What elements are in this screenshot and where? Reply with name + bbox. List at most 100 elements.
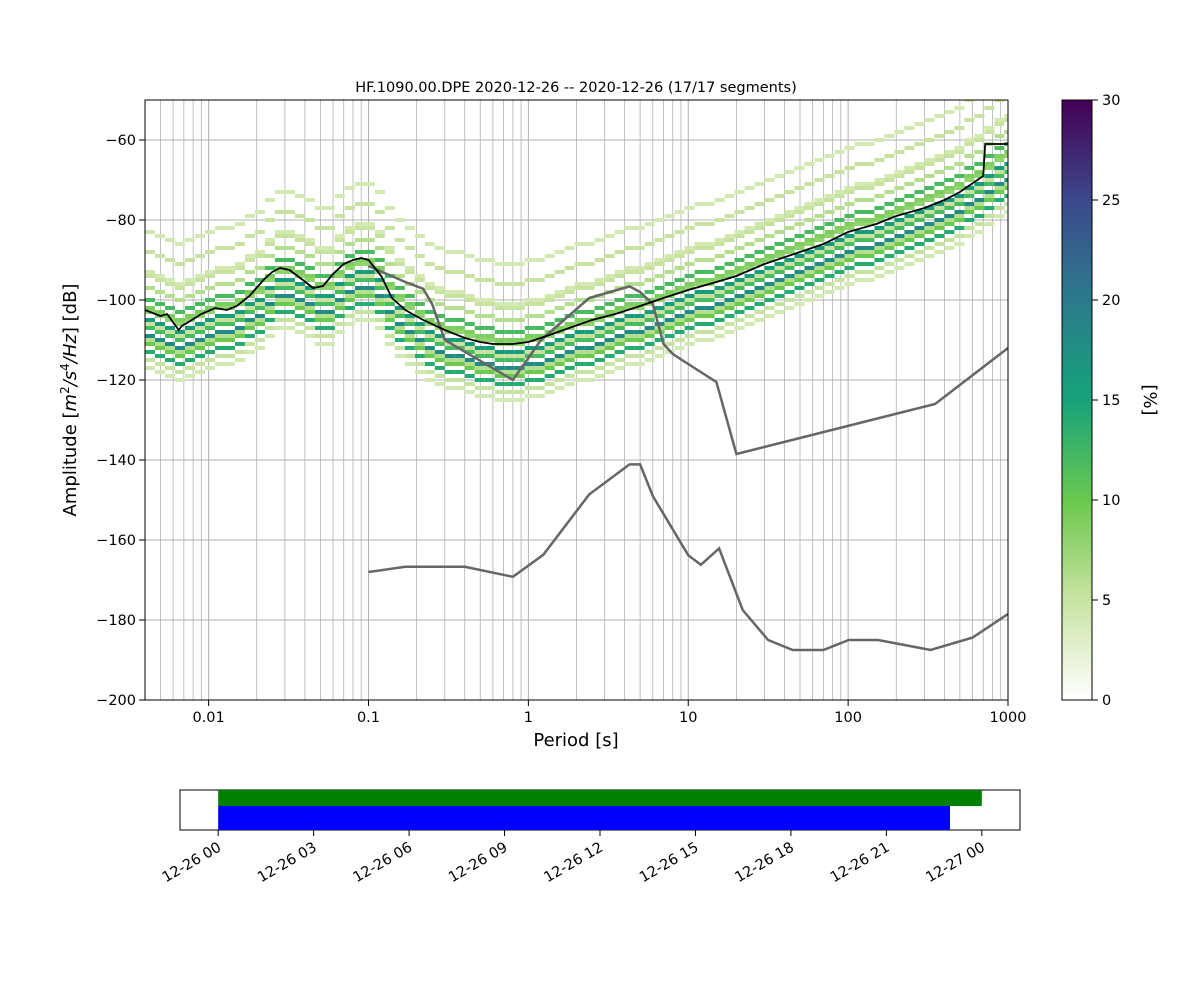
psd-cell <box>514 306 525 310</box>
psd-cell <box>174 322 185 326</box>
psd-cell <box>774 230 785 234</box>
psd-cell <box>784 238 795 242</box>
psd-cell <box>964 206 975 210</box>
psd-cell <box>424 350 435 354</box>
psd-cell <box>424 242 435 246</box>
psd-cell <box>494 318 505 322</box>
psd-cell <box>224 318 235 322</box>
psd-cell <box>954 174 965 178</box>
psd-cell <box>574 354 585 358</box>
psd-cell <box>224 354 235 358</box>
psd-cell <box>394 238 405 242</box>
psd-cell <box>594 350 605 354</box>
psd-cell <box>864 210 875 214</box>
psd-cell <box>844 226 855 230</box>
psd-cell <box>844 222 855 226</box>
psd-cell <box>244 254 255 258</box>
psd-cell <box>764 198 775 202</box>
psd-cell <box>974 162 985 166</box>
psd-cell <box>1004 178 1008 182</box>
psd-cell <box>524 370 535 374</box>
psd-cell <box>404 226 415 230</box>
psd-cell <box>944 186 955 190</box>
psd-cell <box>584 282 595 286</box>
psd-cell <box>734 278 745 282</box>
y-axis-label-m: m <box>60 394 81 412</box>
psd-cell <box>554 250 565 254</box>
psd-cell <box>254 286 265 290</box>
psd-cell <box>304 306 315 310</box>
psd-cell <box>774 286 785 290</box>
psd-cell <box>974 202 985 206</box>
psd-cell <box>394 322 405 326</box>
psd-cell <box>864 254 875 258</box>
psd-cell <box>145 306 155 310</box>
psd-cell <box>884 154 895 158</box>
psd-cell <box>874 234 885 238</box>
psd-cell <box>594 258 605 262</box>
psd-cell <box>704 294 715 298</box>
psd-cell <box>374 326 385 330</box>
psd-cell <box>884 210 895 214</box>
psd-cell <box>894 258 905 262</box>
psd-cell <box>624 270 635 274</box>
psd-cell <box>194 290 205 294</box>
psd-cell <box>524 302 535 306</box>
psd-cell <box>744 306 755 310</box>
psd-cell <box>294 250 305 254</box>
psd-cell <box>924 226 935 230</box>
psd-cell <box>594 358 605 362</box>
psd-cell <box>464 374 475 378</box>
psd-cell <box>164 238 175 242</box>
psd-cell <box>894 210 905 214</box>
psd-cell <box>554 342 565 346</box>
psd-cell <box>434 246 445 250</box>
psd-cell <box>844 202 855 206</box>
psd-cell <box>145 342 155 346</box>
psd-cell <box>824 210 835 214</box>
psd-cell <box>314 334 325 338</box>
psd-cell <box>524 378 535 382</box>
psd-cell <box>724 234 735 238</box>
psd-cell <box>494 330 505 334</box>
psd-cell <box>354 310 365 314</box>
psd-cell <box>464 382 475 386</box>
psd-cell <box>534 370 545 374</box>
psd-cell <box>344 242 355 246</box>
psd-cell <box>954 198 965 202</box>
psd-cell <box>804 182 815 186</box>
psd-cell <box>564 286 575 290</box>
psd-cell <box>704 290 715 294</box>
psd-cell <box>844 266 855 270</box>
psd-cell <box>954 194 965 198</box>
psd-cell <box>964 142 975 146</box>
psd-cell <box>254 266 265 270</box>
psd-cell <box>244 302 255 306</box>
psd-cell <box>554 370 565 374</box>
psd-cell <box>334 274 345 278</box>
psd-cell <box>214 282 225 286</box>
psd-cell <box>894 150 905 154</box>
psd-cell <box>694 222 705 226</box>
psd-cell <box>864 238 875 242</box>
psd-cell <box>244 322 255 326</box>
psd-cell <box>554 306 565 310</box>
psd-cell <box>674 210 685 214</box>
psd-cell <box>474 258 485 262</box>
psd-cell <box>244 214 255 218</box>
psd-cell <box>944 218 955 222</box>
psd-cell <box>794 270 805 274</box>
psd-cell <box>924 158 935 162</box>
noise-model-curves <box>368 264 1008 652</box>
psd-cell <box>734 310 745 314</box>
psd-cell <box>874 206 885 210</box>
psd-cell <box>454 330 465 334</box>
psd-cell <box>444 346 455 350</box>
psd-cell <box>364 286 375 290</box>
psd-cell <box>164 330 175 334</box>
psd-cell <box>334 214 345 218</box>
psd-cell <box>944 178 955 182</box>
psd-cell <box>674 254 685 258</box>
psd-cell <box>284 286 295 290</box>
psd-cell <box>724 322 735 326</box>
